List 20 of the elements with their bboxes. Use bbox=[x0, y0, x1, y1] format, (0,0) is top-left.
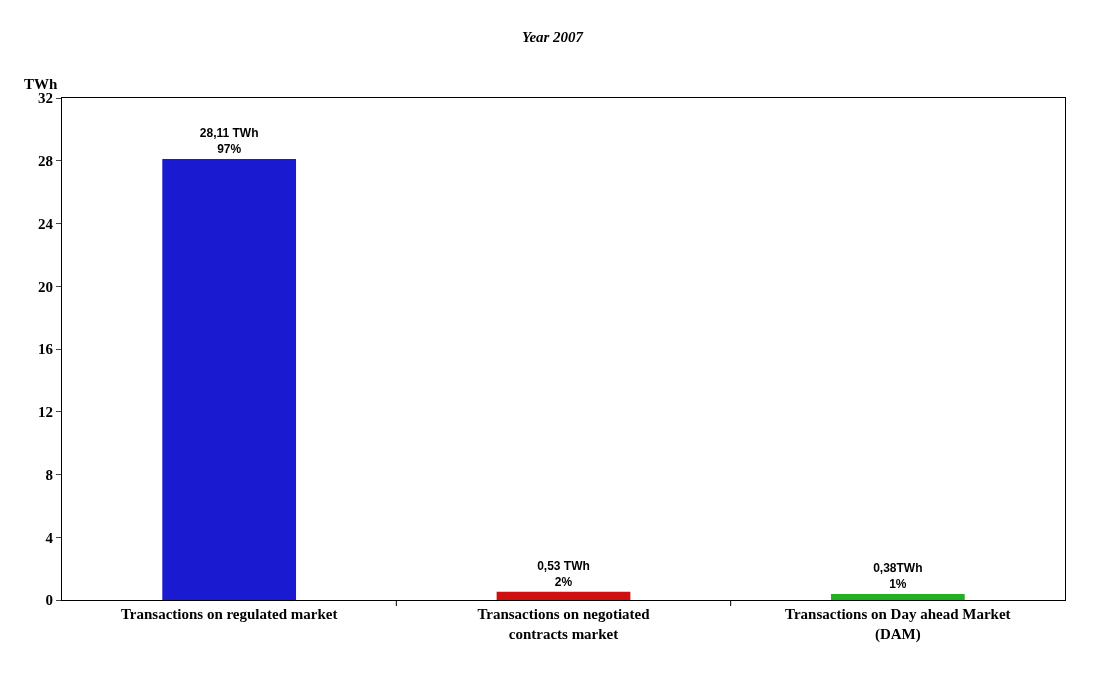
bar bbox=[830, 594, 965, 600]
x-tick-label: Transactions on negotiated contracts market bbox=[477, 606, 651, 642]
bar bbox=[496, 591, 631, 600]
y-tick-label: 24 bbox=[38, 215, 54, 232]
y-tick-label: 8 bbox=[45, 466, 53, 483]
y-tick-label: 0 bbox=[45, 592, 53, 609]
y-axis-title: TWh bbox=[24, 76, 58, 92]
y-tick-label: 20 bbox=[38, 278, 53, 295]
data-label: 28,11 TWh 97% bbox=[199, 126, 259, 157]
bar bbox=[162, 159, 297, 600]
x-tick-label: Transactions on regulated market bbox=[120, 606, 338, 622]
data-label: 0,53 TWh 2% bbox=[537, 559, 590, 589]
data-label: 0,38TWh 1% bbox=[873, 561, 923, 592]
y-tick-label: 28 bbox=[38, 153, 53, 169]
chart-title: Year 2007 bbox=[521, 28, 584, 45]
y-tick-label: 16 bbox=[38, 341, 54, 358]
y-tick-label: 12 bbox=[38, 404, 53, 420]
y-tick-label: 4 bbox=[45, 529, 54, 546]
y-tick-label: 32 bbox=[38, 90, 53, 107]
x-tick-label: Transactions on Day ahead Market (DAM) bbox=[785, 606, 1011, 643]
